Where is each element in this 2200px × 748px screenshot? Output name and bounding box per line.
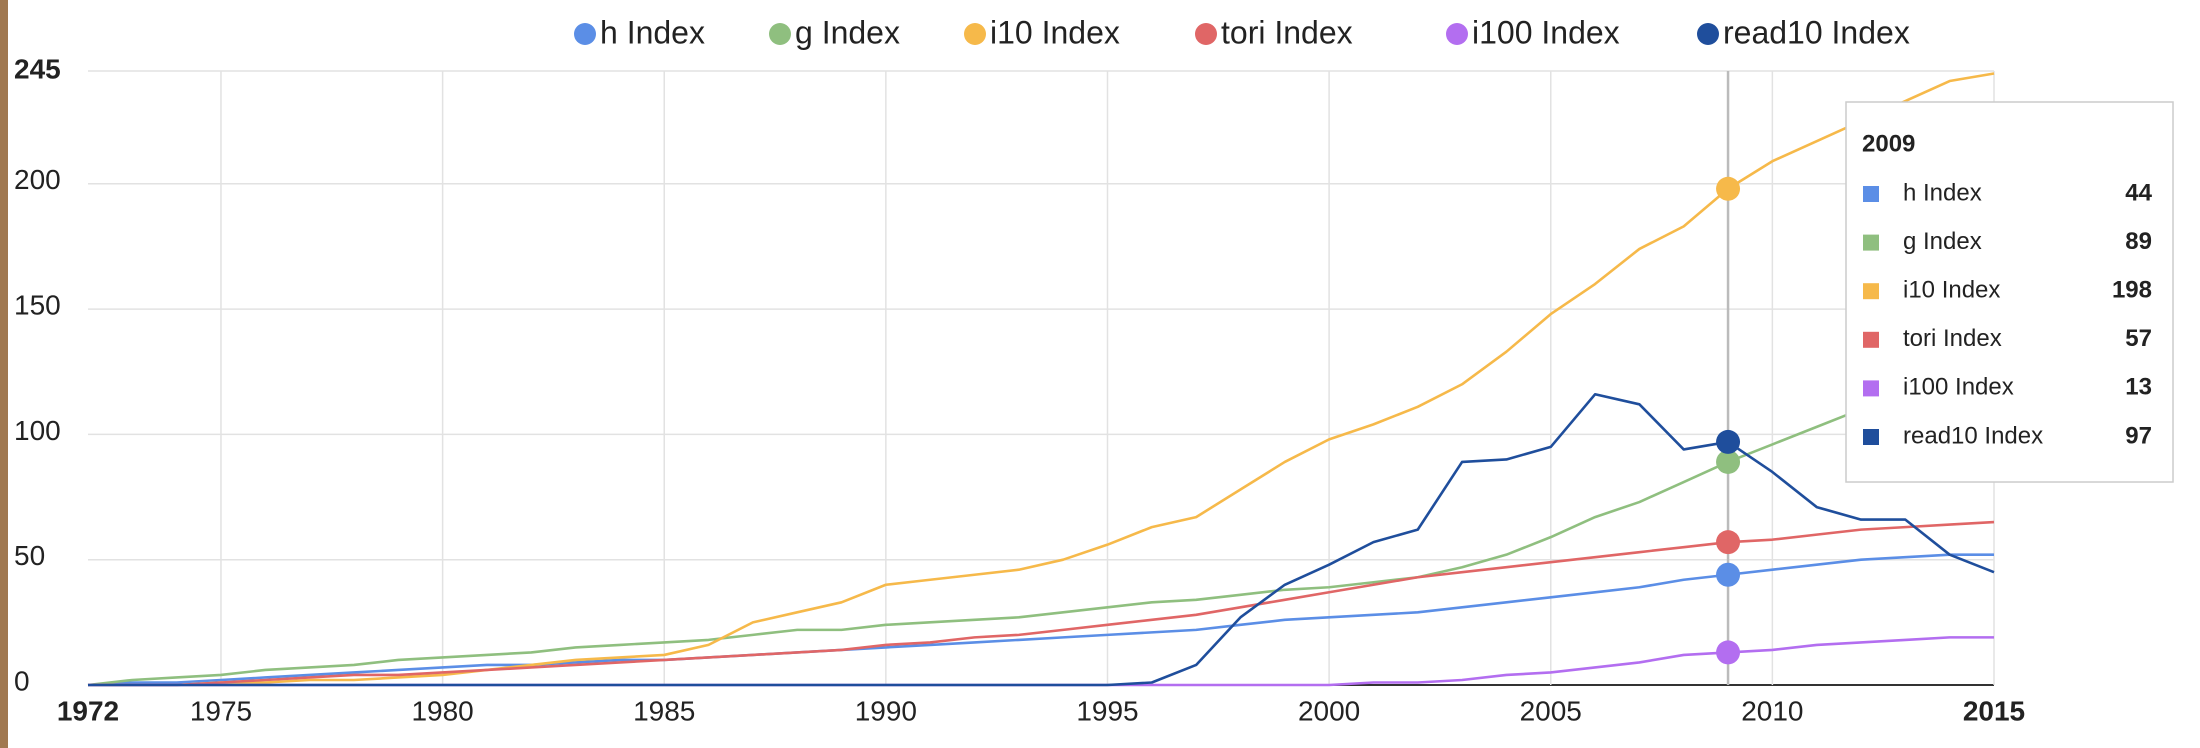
tooltip-box (1845, 101, 2174, 483)
legend-swatch[interactable] (574, 23, 596, 45)
hover-point (1716, 176, 1741, 201)
hover-point (1716, 562, 1741, 587)
x-tick-label: 1995 (1076, 695, 1138, 726)
hover-point (1716, 530, 1741, 555)
x-tick-label: 2005 (1520, 695, 1582, 726)
tooltip-label: tori Index (1903, 325, 2002, 352)
x-tick-label: 1972 (57, 695, 119, 726)
x-tick-label: 2015 (1963, 695, 2025, 726)
x-tick-label: 1980 (411, 695, 473, 726)
tooltip-swatch (1863, 234, 1879, 251)
legend-swatch[interactable] (964, 23, 986, 45)
x-tick-label: 2010 (1741, 695, 1803, 726)
tooltip-label: i10 Index (1903, 277, 2000, 304)
series-line (88, 392, 1995, 687)
series-line (88, 520, 1995, 687)
window-edge (0, 0, 8, 748)
legend-label[interactable]: i10 Index (990, 14, 1120, 50)
hover-point (1716, 640, 1741, 665)
x-tick-label: 1985 (633, 695, 695, 726)
tooltip-value: 89 (2125, 228, 2152, 255)
tooltip-label: g Index (1903, 228, 1982, 255)
tooltip-swatch (1863, 186, 1879, 202)
tooltip-label: i100 Index (1903, 374, 2014, 401)
series-line (88, 72, 1995, 687)
legend-swatch[interactable] (1697, 23, 1719, 45)
tooltip-title: 2009 (1862, 130, 1915, 157)
tooltip-value: 198 (2112, 277, 2152, 304)
legend-swatch[interactable] (1446, 23, 1468, 45)
tooltip-value: 57 (2125, 325, 2152, 352)
legend-label[interactable]: h Index (600, 14, 705, 50)
y-tick-label: 50 (14, 540, 45, 571)
tooltip-swatch (1863, 331, 1879, 348)
y-tick-label: 200 (14, 164, 61, 195)
y-tick-label: 100 (14, 415, 61, 446)
legend-swatch[interactable] (1195, 23, 1217, 45)
tooltip-swatch (1863, 429, 1879, 445)
y-tick-label: 0 (14, 665, 30, 696)
legend-label[interactable]: tori Index (1221, 14, 1353, 50)
y-tick-label: 150 (14, 289, 61, 320)
tooltip-value: 44 (2125, 179, 2152, 206)
tooltip-label: h Index (1903, 179, 1982, 206)
x-tick-label: 1990 (855, 695, 917, 726)
legend-swatch[interactable] (769, 23, 791, 45)
x-tick-label: 1975 (190, 695, 252, 726)
hover-point (1716, 449, 1741, 474)
hover-point (1716, 429, 1741, 454)
tooltip-swatch (1863, 380, 1879, 397)
series-line (87, 357, 1995, 687)
series-line (87, 553, 1994, 687)
y-tick-label: 245 (14, 53, 61, 84)
x-tick-label: 2000 (1298, 695, 1360, 726)
legend-label[interactable]: read10 Index (1723, 14, 1910, 50)
tooltip-label: read10 Index (1903, 422, 2043, 449)
legend-label[interactable]: i100 Index (1472, 14, 1620, 50)
tooltip-value: 97 (2125, 422, 2152, 449)
tooltip-value: 13 (2125, 374, 2152, 401)
tooltip-swatch (1863, 283, 1879, 300)
legend-label[interactable]: g Index (795, 14, 900, 50)
